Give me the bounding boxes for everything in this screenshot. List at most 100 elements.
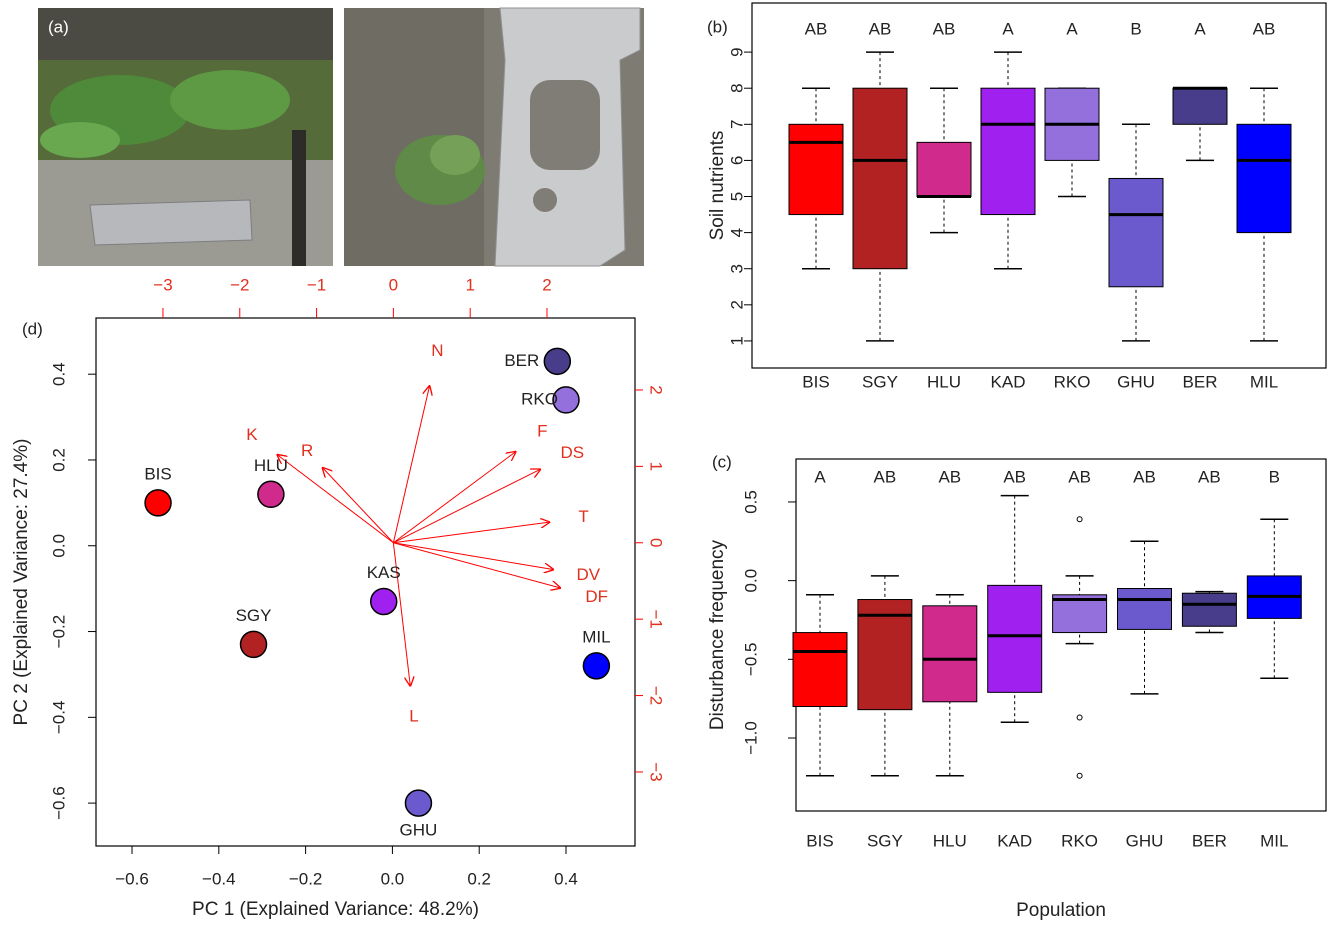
group-letter: AB [1133,467,1156,486]
y-tick-label: 8 [727,83,746,92]
group-letter: A [814,467,826,486]
loading-label: DF [585,587,608,606]
y-tick-label: 1 [727,336,746,345]
category-label: GHU [1126,831,1164,850]
group-letter: A [1194,19,1206,38]
category-label: RKO [1054,372,1091,391]
box [852,87,908,270]
group-letter: A [1002,19,1014,38]
outlier [1076,516,1083,523]
box [1108,177,1164,288]
box [980,87,1036,216]
category-label: HLU [927,372,961,391]
y-tick-label: 0.2 [49,448,68,472]
group-letter: AB [1003,467,1026,486]
x2-tick-label: −2 [230,275,249,294]
loading-arrow [277,455,394,544]
category-label: HLU [933,831,967,850]
y-tick-label: −0.4 [49,701,68,735]
point-label: KAS [367,563,401,582]
photo-right [344,7,644,267]
x-tick-label: 0.0 [381,869,405,888]
y-tick-label: 9 [727,47,746,56]
y2-tick-label: 1 [647,462,666,471]
x2-tick-label: −1 [307,275,326,294]
y-tick-label: 0.4 [49,362,68,386]
box [857,599,913,711]
category-label: BIS [802,372,829,391]
group-letter: AB [869,19,892,38]
loading-arrow [393,452,515,544]
category-label: GHU [1117,372,1155,391]
y-tick-label: 2 [727,300,746,309]
category-label: BIS [806,831,833,850]
group-letter: AB [1198,467,1221,486]
loading-label: F [537,421,547,440]
y-axis-label: PC 2 (Explained Variance: 27.4%) [11,439,32,726]
score-point [552,386,580,414]
group-letter: AB [1068,467,1091,486]
x-axis-label: PC 1 (Explained Variance: 48.2%) [192,899,479,920]
category-label: MIL [1250,372,1278,391]
y-tick-label: 7 [727,120,746,129]
x2-tick-label: 0 [389,275,398,294]
category-label: RKO [1061,831,1098,850]
loading-label: L [409,707,418,726]
panel-label: (d) [22,319,43,338]
group-letter: A [1066,19,1078,38]
y-tick-label: 0.0 [741,569,760,593]
box [1117,588,1172,630]
y-tick-label: 0.5 [741,490,760,514]
x2-tick-label: 1 [465,275,474,294]
box [792,632,848,708]
box [922,605,978,703]
y-tick-label: −0.2 [49,615,68,649]
loading-label: T [578,507,588,526]
box [1181,592,1237,627]
score-point [257,480,285,509]
group-letter: B [1269,467,1280,486]
y-tick-label: 0.0 [49,534,68,558]
group-letter: AB [938,467,961,486]
point-label: GHU [400,821,438,840]
y2-tick-label: 0 [647,538,666,547]
panel-label: (a) [48,17,69,36]
loading-arrow [392,542,410,686]
box [987,584,1043,693]
score-point [239,630,268,659]
loading-arrow [393,542,553,570]
y-tick-label: 3 [727,264,746,273]
y-axis-label: Disturbance frequency [707,539,728,730]
y-tick-label: 6 [727,156,746,165]
y2-tick-label: −3 [647,762,666,781]
panel-label: (b) [707,17,728,36]
category-label: BER [1192,831,1227,850]
group-letter: B [1130,19,1141,38]
score-point [369,587,398,616]
x-tick-label: 0.2 [467,869,491,888]
category-label: KAD [991,372,1026,391]
group-letter: AB [933,19,956,38]
category-label: SGY [867,831,903,850]
outlier [1076,772,1083,779]
score-point [582,652,611,680]
outlier [1076,714,1083,721]
x-axis-label: Population [1016,900,1106,921]
group-letter: AB [1253,19,1276,38]
y-tick-label: −0.6 [49,786,68,820]
category-label: MIL [1260,831,1288,850]
loading-arrow [393,469,540,544]
score-point [144,489,172,517]
loading-label: DV [576,565,600,584]
x-tick-label: 0.4 [554,869,578,888]
y-tick-label: −1.0 [741,721,760,755]
y-tick-label: 5 [727,192,746,201]
category-label: KAD [997,831,1032,850]
point-label: MIL [582,627,610,646]
box [916,141,972,198]
y-tick-label: −0.5 [741,643,760,677]
y2-tick-label: −2 [647,686,666,705]
point-label: RKO [521,389,558,408]
x-tick-label: −0.2 [289,869,323,888]
